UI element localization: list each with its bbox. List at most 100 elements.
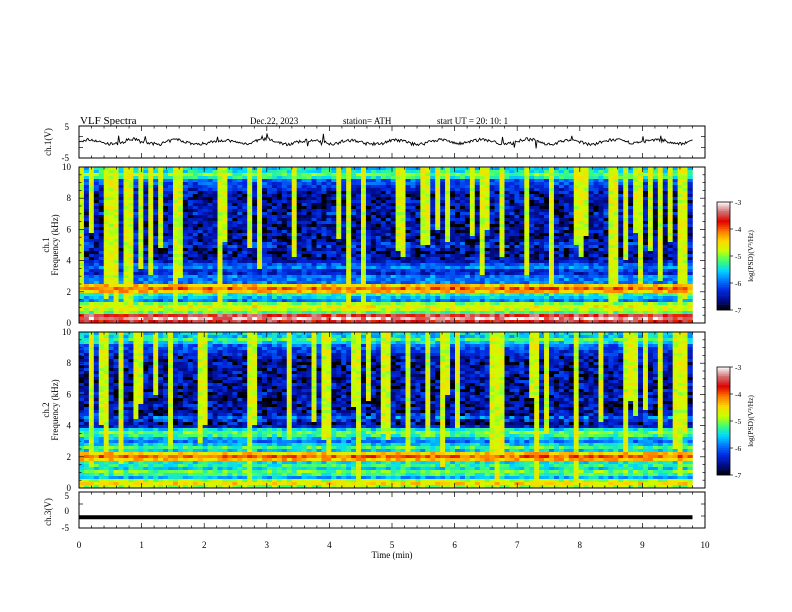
ch1-spec-cell — [682, 281, 688, 285]
ch1-spec-cell — [138, 221, 144, 225]
ch1-spec-cell — [519, 275, 525, 279]
ch1-spec-cell — [103, 275, 109, 279]
ch1-spec-cell — [232, 266, 238, 270]
ch1-spec-cell — [316, 203, 322, 207]
ch1-spec-cell — [316, 239, 322, 243]
ch1-spec-cell — [311, 221, 317, 225]
ch1-spec-cell — [573, 245, 579, 249]
ch1-spec-cell — [618, 251, 624, 255]
ch1-spec-cell — [672, 179, 678, 183]
ch1-spec-cell — [311, 248, 317, 252]
ch1-spec-cell — [524, 200, 530, 204]
ch1-spec-cell — [652, 248, 659, 252]
ch1-spec-cell — [267, 170, 273, 174]
ch1-spec-cell — [247, 167, 253, 171]
ch1-spec-cell — [222, 263, 228, 267]
ch1-spec-cell — [657, 191, 664, 195]
ch1-spec-cell — [643, 209, 649, 213]
ch1-spec-cell — [306, 242, 312, 246]
ch1-spec-cell — [524, 176, 530, 180]
ch1-spec-cell — [311, 218, 317, 222]
ch1-spec-cell — [484, 224, 490, 228]
ch1-spec-cell — [539, 260, 545, 264]
ch1-spec-cell — [232, 224, 238, 228]
ch1-spec-cell — [182, 239, 189, 243]
ch1-spec-cell — [435, 239, 441, 243]
ch1-spec-cell — [128, 224, 134, 228]
ch1-spec-cell — [459, 281, 466, 285]
ch1-spec-cell — [667, 260, 673, 264]
ch1-spec-cell — [341, 206, 347, 210]
ch1-spec-cell — [628, 209, 634, 213]
ch1-spec-cell — [267, 251, 273, 255]
ch1-spec-cell — [558, 185, 565, 189]
ch1-spec-cell — [103, 254, 109, 258]
ch1-spec-cell — [202, 185, 208, 189]
ch1-spec-cell — [311, 266, 317, 270]
ch1-spec-cell — [113, 236, 119, 240]
ch1-spec-cell — [158, 200, 164, 204]
ch1-spec-cell — [445, 269, 451, 273]
ch1-spec-cell — [553, 170, 560, 174]
ch1-spec-cell — [405, 239, 411, 243]
ch1-spec-cell — [326, 260, 332, 264]
ch1-spec-cell — [464, 170, 471, 174]
ch1-spec-cell — [192, 203, 199, 207]
ch1-spec-cell — [103, 281, 109, 285]
ch1-spec-cell — [331, 170, 337, 174]
ch1-spec-cell — [662, 179, 669, 183]
ch1-spec-cell — [410, 218, 416, 222]
ch1-spec-cell — [553, 275, 560, 279]
ch1-spec-cell — [613, 173, 619, 177]
ch1-spec-cell — [242, 251, 248, 255]
ch1-spec-cell — [217, 218, 223, 222]
ch1-spec-cell — [242, 182, 248, 186]
ch1-spec-cell — [351, 248, 357, 252]
ch1-spec-cell — [276, 191, 283, 195]
ch1-spec-cell — [519, 179, 525, 183]
ch1-spec-cell — [237, 167, 243, 171]
ch1-spec-cell — [232, 236, 238, 240]
ch1-spec-cell — [83, 206, 90, 210]
ch1-spec-cell — [173, 269, 179, 273]
ch1-spec-cell — [553, 269, 560, 273]
ch1-spec-cell — [628, 260, 634, 264]
ch1-spec-cell — [83, 227, 90, 231]
ch1-spec-cell — [148, 221, 154, 225]
ch1-spec-cell — [118, 233, 124, 237]
ch1-spec-cell — [445, 176, 451, 180]
ch1-spec-cell — [375, 188, 382, 192]
ch1-spec-cell — [544, 221, 550, 225]
ch1-spec-cell — [479, 179, 485, 183]
ch1-spec-cell — [262, 173, 268, 177]
ch1-spec-cell — [365, 227, 372, 231]
ch1-spec-cell — [158, 167, 164, 171]
ch1-spec-cell — [232, 227, 238, 231]
ch1-spec-cell — [212, 239, 218, 243]
ch1-spec-cell — [558, 221, 565, 225]
ch1-spec-cell — [667, 236, 673, 240]
ch1-spec-cell — [133, 212, 139, 216]
ch1-spec-cell — [544, 167, 550, 171]
ch1-spec-cell — [326, 227, 332, 231]
ch1-spec-cell — [247, 275, 253, 279]
ch1-spec-cell — [425, 185, 431, 189]
ch1-spec-cell — [227, 260, 233, 264]
ch1-spec-cell — [489, 239, 495, 243]
ch1-spec-cell — [563, 173, 570, 177]
ch1-spec-cell — [410, 248, 416, 252]
ch1-spec-cell — [628, 266, 634, 270]
ch1-spec-cell — [499, 230, 505, 234]
ch1-spec-cell — [143, 242, 149, 246]
ch1-spec-cell — [103, 251, 109, 255]
ch1-spec-cell — [113, 242, 119, 246]
ch1-spec-cell — [643, 266, 649, 270]
ch1-spec-cell — [163, 215, 169, 219]
ch1-spec-cell — [296, 179, 302, 183]
ch1-spec-cell — [187, 251, 194, 255]
ch1-spec-cell — [494, 260, 500, 264]
ch1-spec-cell — [568, 248, 575, 252]
ch1-spec-cell — [415, 236, 421, 240]
ch1-spec-cell — [222, 281, 228, 285]
ch1-spec-cell — [177, 251, 184, 255]
